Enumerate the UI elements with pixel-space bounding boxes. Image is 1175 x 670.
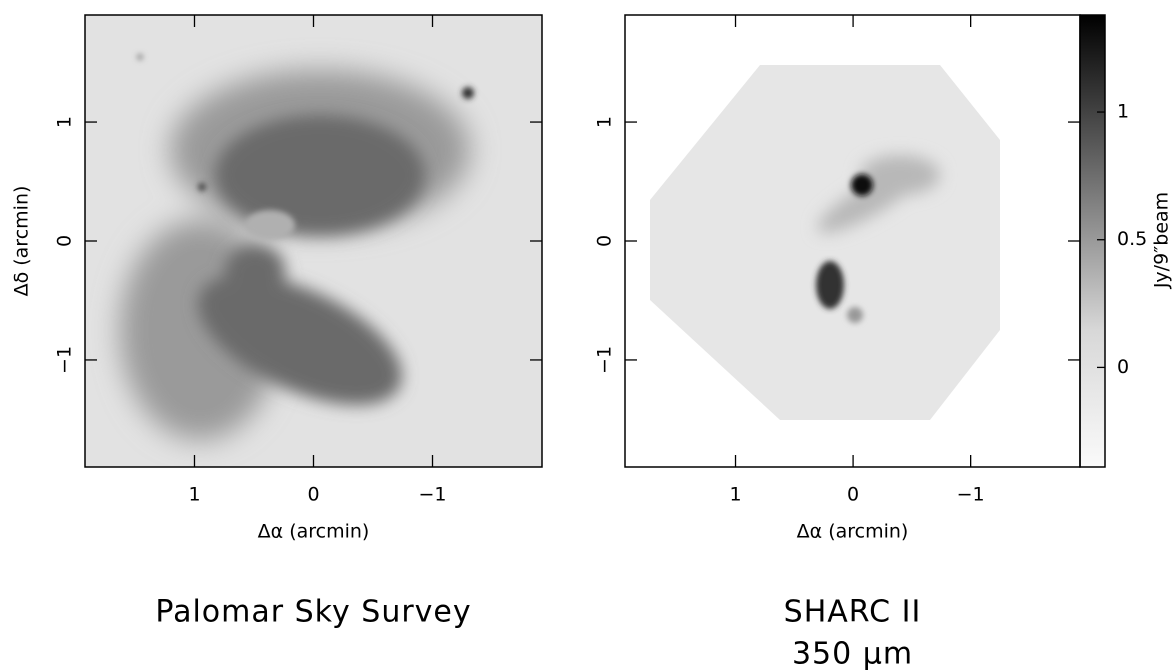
x-axis-label: Δα (arcmin) bbox=[258, 521, 370, 543]
x-tick-label: 0 bbox=[847, 484, 859, 506]
y-tick-label: −1 bbox=[594, 346, 616, 374]
y-tick-label: 1 bbox=[594, 116, 616, 128]
panel-title: Palomar Sky Survey bbox=[155, 595, 471, 630]
x-tick-label: −1 bbox=[419, 484, 447, 506]
y-axis-label: Δδ (arcmin) bbox=[11, 186, 33, 297]
y-tick-label: −1 bbox=[54, 346, 76, 374]
x-tick-label: 1 bbox=[188, 484, 200, 506]
colorbar-label: Jy/9″beam bbox=[1151, 192, 1173, 289]
colorbar-tick-label: 0 bbox=[1117, 356, 1129, 378]
x-tick-label: 0 bbox=[307, 484, 319, 506]
colorbar-tick-label: 0.5 bbox=[1117, 228, 1147, 250]
colorbar bbox=[1080, 15, 1105, 467]
colorbar-tick-label: 1 bbox=[1117, 101, 1129, 123]
y-tick-label: 0 bbox=[54, 235, 76, 247]
x-tick-label: 1 bbox=[729, 484, 741, 506]
y-tick-label: 0 bbox=[594, 235, 616, 247]
x-tick-label: −1 bbox=[957, 484, 985, 506]
panel-title: 350 μm bbox=[792, 637, 913, 670]
optical-image bbox=[85, 15, 542, 467]
figure: 1 0 −1 −1 0 1 Δα (arcmin) Δδ (arcmin) Palomar Sk… bbox=[0, 0, 1175, 670]
y-tick-label: 1 bbox=[54, 116, 76, 128]
panel-title: SHARC II bbox=[784, 595, 922, 630]
x-axis-label: Δα (arcmin) bbox=[797, 521, 909, 543]
submm-image bbox=[625, 15, 1080, 467]
